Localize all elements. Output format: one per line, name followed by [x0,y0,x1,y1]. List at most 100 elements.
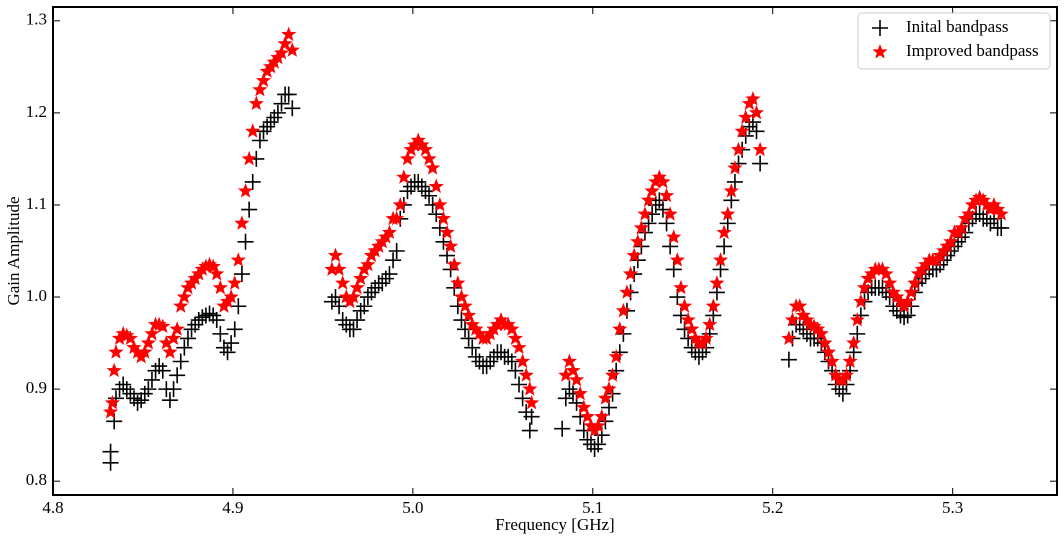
star-marker [461,307,477,322]
star-marker [524,394,540,410]
star-marker [874,261,891,276]
star-marker [712,252,729,267]
star-marker [144,325,160,341]
plus-marker [161,392,178,409]
plus-marker [723,192,740,209]
star-marker [428,178,444,194]
star-marker [345,289,362,304]
plus-marker [554,420,571,437]
star-marker [702,316,718,332]
plus-marker [345,321,362,338]
legend: Inital bandpass Improved bandpass [857,12,1051,70]
plus-marker [514,390,531,407]
plus-marker [701,325,718,342]
star-marker [961,206,977,221]
star-marker [993,206,1009,221]
plus-marker [230,298,247,315]
plus-marker [385,252,402,269]
y-tick-label: 0.8 [26,470,47,489]
plus-marker [169,367,186,384]
star-marker [421,150,437,166]
star-marker [439,224,455,240]
plus-marker [208,312,225,329]
star-marker [335,275,351,290]
plus-marker [356,298,373,315]
plus-marker [457,321,474,338]
plus-marker [165,381,182,398]
plus-marker [381,266,398,283]
plus-marker [575,422,592,439]
star-marker [558,367,574,382]
star-marker [237,183,254,198]
star-marker [853,293,869,309]
plot-area [102,26,1010,471]
plus-marker [726,173,743,190]
plus-marker [824,362,841,379]
star-marker [255,72,272,88]
star-marker [209,266,225,281]
plus-marker [730,155,747,172]
star-marker [140,335,156,350]
star-marker [680,312,696,327]
star-marker [507,330,524,345]
star-marker [493,312,509,327]
x-tick-label: 5.3 [942,498,963,517]
star-marker [176,289,192,304]
star-marker [565,362,581,378]
y-tick-label: 1.3 [26,10,47,29]
star-marker [604,367,621,382]
star-marker [975,192,991,207]
star-marker [658,187,675,203]
star-marker [417,141,434,157]
star-marker [500,316,516,332]
axes-frame [52,6,1058,496]
plus-marker [421,187,438,204]
star-marker [795,307,811,322]
star-marker [637,206,653,221]
plus-marker [780,351,797,368]
star-marker [662,206,678,221]
star-marker [644,183,660,198]
star-marker [784,312,801,327]
star-marker [468,321,484,336]
star-marker [583,417,599,433]
star-marker [104,394,120,410]
star-marker [457,298,473,313]
star-marker [727,160,743,175]
star-marker [234,215,250,230]
star-marker [273,45,290,60]
star-marker [892,293,909,309]
x-tick-label: 5.2 [762,498,783,517]
star-marker [968,192,984,207]
star-marker [102,404,119,419]
star-marker [464,316,480,332]
plus-marker [507,362,524,379]
plus-marker [654,201,671,218]
x-tick-label: 4.8 [42,498,63,517]
plus-marker [712,261,729,278]
plus-marker [993,219,1010,236]
star-marker [885,284,901,299]
plus-marker [460,330,477,347]
ticks: 4.8 4.9 5.0 5.1 5.2 5.3 0.8 0.9 1.0 1.1 1.2 1.3 [26,7,1057,517]
y-tick-label: 1.2 [26,102,47,121]
star-marker [633,219,649,235]
star-marker [986,196,1002,212]
y-axis-label: Gain Amplitude [4,196,23,305]
star-marker [245,123,261,138]
plus-marker [107,390,124,407]
star-marker [734,123,750,138]
star-marker [608,348,624,364]
series [102,26,1009,438]
star-marker [590,417,606,433]
star-marker [122,330,138,345]
star-marker [281,26,297,42]
plus-marker [719,215,736,232]
star-marker [349,279,365,295]
star-marker [126,339,142,355]
legend-label: Inital bandpass [906,17,1008,36]
star-marker [817,335,833,350]
star-marker [673,279,689,295]
y-tick-label: 0.9 [26,378,47,397]
x-tick-label: 4.9 [222,498,243,517]
